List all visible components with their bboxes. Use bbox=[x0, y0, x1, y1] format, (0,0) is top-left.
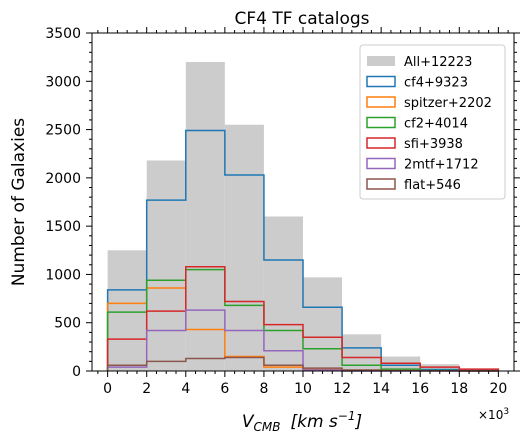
x-axis-multiplier-base: ×10 bbox=[478, 408, 503, 422]
legend-label: All+12223 bbox=[404, 55, 472, 70]
x-tick-label: 8 bbox=[259, 381, 268, 397]
x-tick-label: 10 bbox=[294, 381, 312, 397]
x-tick-label: 14 bbox=[372, 381, 390, 397]
legend-swatch-outline bbox=[366, 157, 396, 170]
all-bar-2 bbox=[185, 61, 225, 371]
legend-box bbox=[359, 44, 506, 200]
y-tick-label: 1500 bbox=[45, 219, 81, 235]
all-bar-0 bbox=[107, 250, 147, 371]
legend-label: cf4+9323 bbox=[404, 76, 468, 91]
x-axis-multiplier-exp: 3 bbox=[503, 407, 509, 417]
x-axis-label-symbol: V bbox=[242, 412, 255, 432]
legend-swatch-outline bbox=[366, 75, 396, 88]
x-axis-label-units: [km s bbox=[290, 412, 337, 432]
legend-label: sfi+3938 bbox=[404, 137, 463, 152]
all-bar-4 bbox=[263, 216, 303, 371]
legend-swatch-outline bbox=[366, 178, 396, 190]
axis-ticks: 0 2 4 6 8 10 12 14 16 18 20 0 500 1000 1500 2000 2500 300… bbox=[45, 26, 520, 397]
chart-title: CF4 TF catalogs bbox=[234, 9, 369, 29]
y-tick-label: 3500 bbox=[45, 26, 81, 42]
legend-label: cf2+4014 bbox=[404, 117, 468, 132]
legend-swatch-outline bbox=[366, 96, 396, 108]
y-tick-label: 2500 bbox=[45, 123, 81, 139]
x-tick-label: 18 bbox=[450, 381, 468, 397]
step-series-4 bbox=[106, 265, 500, 371]
step-series-1 bbox=[106, 129, 500, 372]
y-tick-label: 3000 bbox=[45, 74, 81, 90]
y-tick-label: 0 bbox=[72, 364, 81, 380]
legend: All+12223 cf4+9323 spitzer+2202 cf2+4014 sfi… bbox=[359, 44, 506, 200]
x-axis-label: VCMB [km s−1] bbox=[242, 409, 362, 434]
x-tick-label: 16 bbox=[411, 381, 429, 397]
x-tick-label: 0 bbox=[103, 381, 112, 397]
x-axis-multiplier: ×103 bbox=[478, 407, 509, 422]
x-tick-label: 6 bbox=[220, 381, 229, 397]
x-axis-label-exponent: −1 bbox=[338, 409, 356, 423]
x-tick-label: 4 bbox=[181, 381, 190, 397]
x-tick-label: 12 bbox=[333, 381, 351, 397]
y-tick-label: 1000 bbox=[45, 267, 81, 283]
x-tick-label: 2 bbox=[142, 381, 151, 397]
all-bar-5 bbox=[303, 277, 343, 371]
legend-swatch-outline bbox=[366, 116, 396, 129]
all-bar-1 bbox=[146, 160, 186, 371]
legend-label: spitzer+2202 bbox=[404, 96, 492, 111]
x-axis-label-subscript: CMB bbox=[254, 420, 281, 434]
all-bar-3 bbox=[224, 124, 264, 371]
legend-label: 2mtf+1712 bbox=[404, 158, 479, 173]
y-axis-label: Number of Galaxies bbox=[9, 118, 29, 286]
y-tick-label: 2000 bbox=[45, 171, 81, 187]
legend-swatch-filled bbox=[367, 56, 395, 66]
y-tick-label: 500 bbox=[54, 316, 81, 332]
x-tick-label: 20 bbox=[489, 381, 507, 397]
legend-label: flat+546 bbox=[404, 178, 461, 193]
legend-swatch-outline bbox=[366, 137, 396, 149]
x-axis-label-close: ] bbox=[354, 412, 362, 432]
